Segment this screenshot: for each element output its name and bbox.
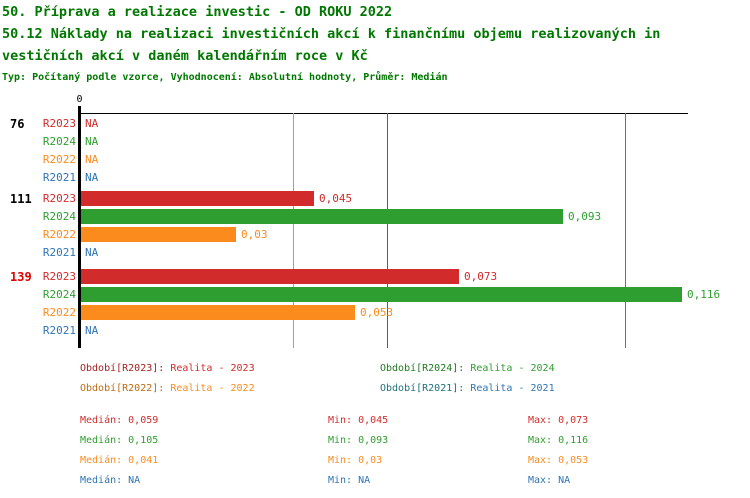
bar bbox=[81, 305, 355, 320]
series-row-label: R2023 bbox=[42, 117, 76, 130]
legend-entry-r2024: Období[R2024]: Realita - 2024 bbox=[380, 362, 555, 376]
bar bbox=[81, 209, 563, 224]
chart-title-line3: vestičních akcí v daném kalendářním roce… bbox=[2, 48, 368, 64]
chart-title-line1: 50. Příprava a realizace investic - OD R… bbox=[2, 4, 393, 20]
series-row-label: R2022 bbox=[42, 228, 76, 241]
series-row-label: R2024 bbox=[42, 135, 76, 148]
legend-entry-r2022: Období[R2022]: Realita - 2022 bbox=[80, 382, 255, 396]
series-row-label: R2021 bbox=[42, 246, 76, 259]
stat-max: Max: 0,053 bbox=[528, 455, 589, 466]
bar-value-label: 0,03 bbox=[241, 228, 268, 241]
stat-median: Medián: 0,041 bbox=[80, 455, 159, 466]
median-line-r2023 bbox=[387, 113, 388, 348]
na-value-label: NA bbox=[85, 246, 99, 259]
group-label: 76 bbox=[10, 117, 25, 131]
legend-entry-key: Období[R2024]: bbox=[380, 363, 471, 374]
bar-value-label: 0,073 bbox=[464, 270, 498, 283]
stat-median: Medián: 0,105 bbox=[80, 435, 159, 446]
chart-subtitle-type: Typ: Počítaný podle vzorce, Vyhodnocení:… bbox=[2, 72, 448, 83]
legend-entry-value: Realita - 2023 bbox=[170, 363, 255, 374]
legend-entry-value: Realita - 2022 bbox=[170, 383, 255, 394]
stat-median: Medián: NA bbox=[80, 475, 141, 486]
series-row-label: R2023 bbox=[42, 270, 76, 283]
legend-entry-r2023: Období[R2023]: Realita - 2023 bbox=[80, 362, 255, 376]
legend-entry-r2021: Období[R2021]: Realita - 2021 bbox=[380, 382, 555, 396]
series-row-label: R2024 bbox=[42, 210, 76, 223]
series-row-label: R2021 bbox=[42, 324, 76, 337]
series-row-label: R2021 bbox=[42, 171, 76, 184]
median-line-r2022 bbox=[293, 113, 294, 348]
series-row-label: R2023 bbox=[42, 192, 76, 205]
legend-entry-value: Realita - 2021 bbox=[470, 383, 555, 394]
stat-max: Max: NA bbox=[528, 475, 571, 486]
axis-zero-tick-label: 0 bbox=[76, 94, 83, 105]
legend-entry-key: Období[R2021]: bbox=[380, 383, 471, 394]
bar bbox=[81, 191, 314, 206]
stat-min: Min: NA bbox=[328, 475, 371, 486]
stat-median: Medián: 0,059 bbox=[80, 415, 159, 426]
na-value-label: NA bbox=[85, 135, 99, 148]
chart-title-line2: 50.12 Náklady na realizaci investičních … bbox=[2, 26, 661, 42]
x-axis-line bbox=[78, 113, 688, 114]
bar-value-label: 0,116 bbox=[687, 288, 721, 301]
series-row-label: R2024 bbox=[42, 288, 76, 301]
legend-entry-key: Období[R2023]: bbox=[80, 363, 171, 374]
stat-max: Max: 0,116 bbox=[528, 435, 589, 446]
na-value-label: NA bbox=[85, 153, 99, 166]
bar bbox=[81, 227, 236, 242]
bar-value-label: 0,045 bbox=[319, 192, 353, 205]
stat-min: Min: 0,045 bbox=[328, 415, 389, 426]
bar bbox=[81, 269, 459, 284]
y-axis-line bbox=[78, 106, 81, 348]
series-row-label: R2022 bbox=[42, 153, 76, 166]
median-line-r2024 bbox=[625, 113, 626, 348]
na-value-label: NA bbox=[85, 171, 99, 184]
na-value-label: NA bbox=[85, 324, 99, 337]
na-value-label: NA bbox=[85, 117, 99, 130]
group-label: 111 bbox=[10, 192, 32, 206]
legend-entry-value: Realita - 2024 bbox=[470, 363, 555, 374]
bar-value-label: 0,053 bbox=[360, 306, 394, 319]
bar-value-label: 0,093 bbox=[568, 210, 602, 223]
stat-max: Max: 0,073 bbox=[528, 415, 589, 426]
group-label: 139 bbox=[10, 270, 32, 284]
stat-min: Min: 0,03 bbox=[328, 455, 383, 466]
legend-entry-key: Období[R2022]: bbox=[80, 383, 171, 394]
series-row-label: R2022 bbox=[42, 306, 76, 319]
stat-min: Min: 0,093 bbox=[328, 435, 389, 446]
bar bbox=[81, 287, 682, 302]
